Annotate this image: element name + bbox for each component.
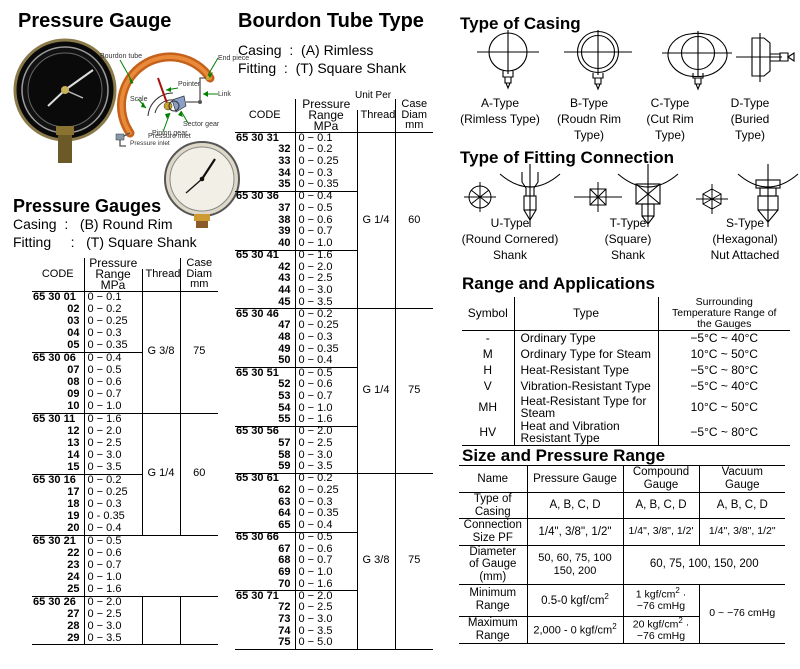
svg-text:End piece: End piece [218, 55, 249, 62]
svg-text:Link: Link [218, 91, 231, 98]
svg-text:Sector gear: Sector gear [183, 121, 220, 128]
svg-text:Bourdon tube: Bourdon tube [100, 53, 142, 60]
svg-text:Pointer: Pointer [178, 81, 201, 88]
